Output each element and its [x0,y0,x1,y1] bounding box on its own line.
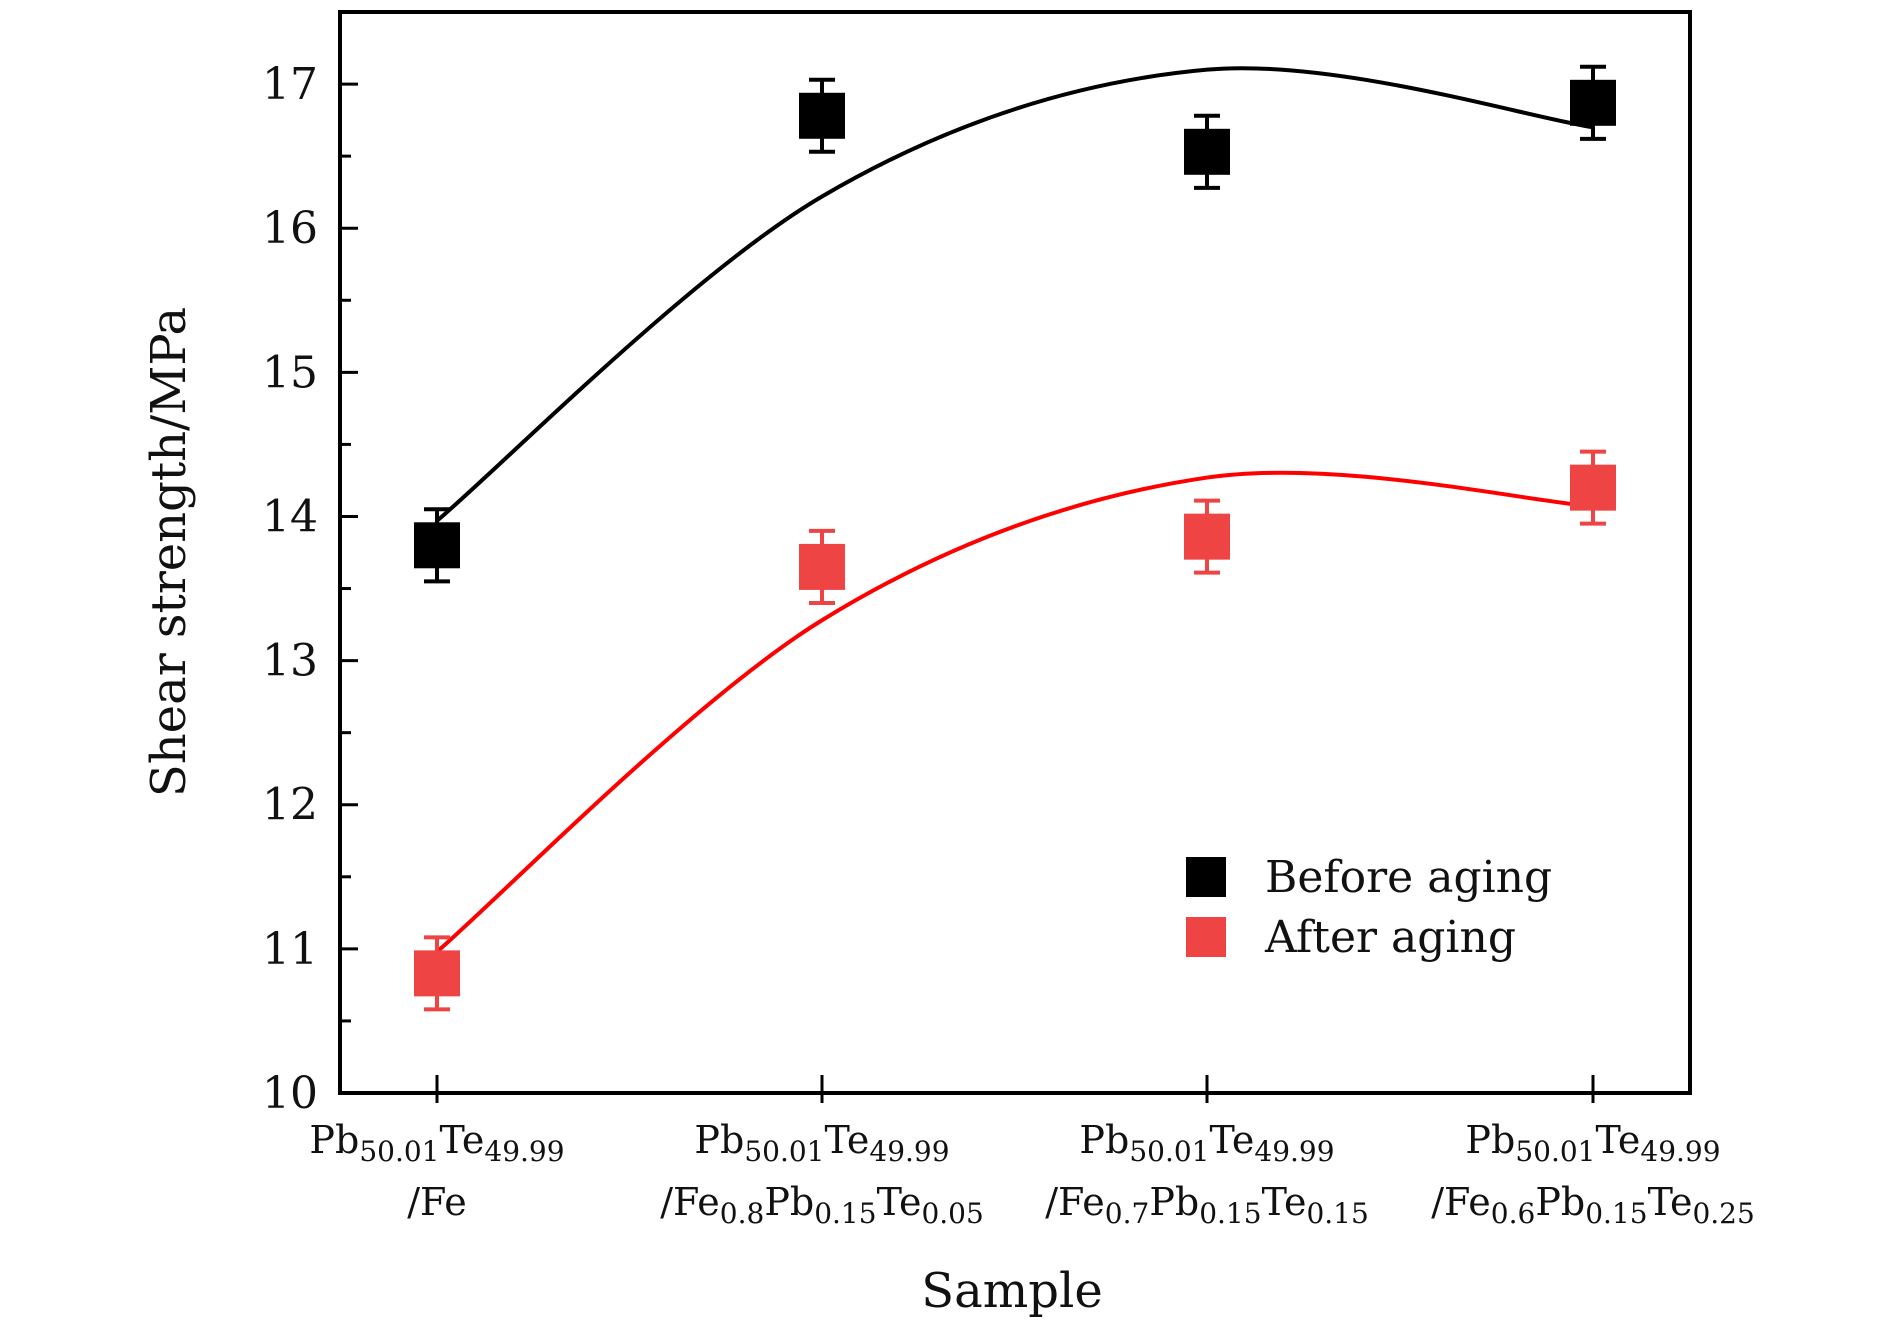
x-axis: Pb50.01Te49.99/Fe Pb50.01Te49.99/Fe0.8Pb0… [309,1075,1755,1230]
fit-curves [435,66,1594,954]
y-tick-label: 12 [262,780,318,831]
square-marker [414,522,460,569]
square-marker [799,92,845,139]
data-point-series-1 [1184,498,1230,575]
x-tick-label: /Fe0.7Pb0.15Te0.15 [1045,1180,1369,1230]
legend-label-series-1: After aging [1264,912,1516,963]
x-tick-label: Pb50.01Te49.99 [309,1118,564,1168]
square-marker [799,543,845,590]
legend-marker-series-0 [1186,857,1226,897]
square-marker [1184,128,1230,175]
square-marker [414,950,460,997]
data-point-series-1 [414,935,460,1012]
x-tick-label: /Fe0.6Pb0.15Te0.25 [1431,1180,1755,1230]
x-tick-label: Pb50.01Te49.99 [1465,1118,1720,1168]
plot-frame [338,10,1692,1095]
data-point-series-0 [414,507,460,584]
y-tick-label: 13 [262,636,318,687]
x-axis-title: Sample [921,1263,1103,1319]
fit-curve-series-0 [435,66,1594,523]
y-tick-label: 11 [262,924,318,975]
y-tick-label: 16 [262,203,318,254]
square-marker [1184,513,1230,560]
legend: Before aging After aging [1186,852,1552,963]
x-tick-label: Pb50.01Te49.99 [694,1118,949,1168]
y-axis-title: Shear strength/MPa [141,307,197,797]
data-point-series-1 [799,528,845,605]
legend-label-series-0: Before aging [1265,852,1552,903]
square-marker [1570,464,1616,511]
data-point-series-0 [799,77,845,154]
plot-area [338,10,1692,1095]
x-tick-label: /Fe [407,1180,467,1224]
data-point-series-0 [1570,64,1616,141]
x-tick-label: Pb50.01Te49.99 [1079,1118,1334,1168]
x-tick-label: /Fe0.8Pb0.15Te0.05 [660,1180,984,1230]
y-tick-label: 17 [262,59,318,110]
y-tick-label: 15 [262,347,318,398]
fit-curve-series-1 [435,470,1594,954]
y-tick-label: 14 [262,491,318,542]
data-point-series-0 [1184,113,1230,190]
legend-marker-series-1 [1186,917,1226,957]
y-tick-label: 10 [262,1068,318,1119]
y-axis: 10 11 12 13 14 15 16 17 [262,10,358,1119]
data-point-series-1 [1570,449,1616,526]
markers [414,64,1616,1012]
square-marker [1570,79,1616,126]
